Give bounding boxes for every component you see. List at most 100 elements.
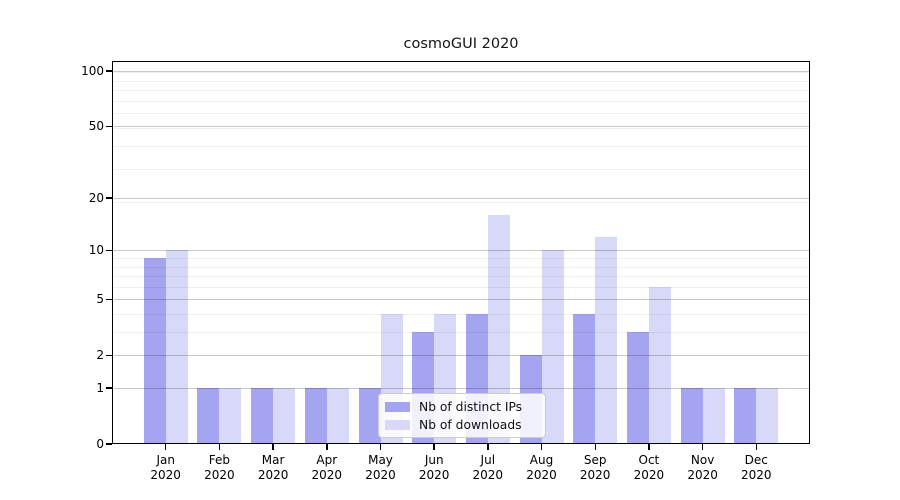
x-axis-tick	[379, 444, 382, 450]
legend-item: Nb of downloads	[385, 418, 539, 432]
gridline-minor	[112, 286, 810, 288]
gridline-minor	[112, 72, 810, 73]
y-axis-tick-label: 10	[88, 243, 104, 258]
x-axis-tick-label: Aug 2020	[512, 453, 572, 483]
x-axis-tick	[164, 444, 167, 450]
bar-downloads-oct	[648, 286, 671, 444]
legend-item: Nb of distinct IPs	[385, 400, 539, 414]
chart-title: cosmoGUI 2020	[403, 36, 519, 52]
x-axis-tick	[648, 444, 650, 450]
gridline-minor	[112, 332, 810, 333]
x-tick-month: May	[368, 453, 393, 467]
x-tick-year: 2020	[365, 468, 396, 482]
x-tick-month: Jan	[156, 453, 175, 467]
x-axis-tick	[540, 444, 543, 450]
bar-downloads-nov	[702, 388, 725, 444]
bar-ips-oct	[626, 332, 649, 444]
gridline-minor	[112, 100, 810, 102]
bar-ips-jan	[143, 258, 166, 444]
bar-downloads-jul	[487, 215, 510, 444]
x-tick-month: Sep	[583, 453, 607, 467]
bar-ips-dec	[734, 388, 757, 444]
x-tick-year: 2020	[687, 468, 718, 482]
gridline-minor	[112, 266, 810, 268]
y-axis-tick-label: 2	[96, 348, 104, 363]
y-axis-tick	[106, 298, 112, 300]
x-tick-year: 2020	[472, 468, 504, 482]
legend: Nb of distinct IPs Nb of downloads	[378, 393, 546, 438]
gridline-minor	[112, 146, 810, 147]
y-axis-tick-label: 5	[96, 292, 104, 307]
x-axis-tick	[701, 444, 704, 450]
x-tick-year: 2020	[311, 468, 343, 482]
x-axis-tick	[487, 444, 489, 450]
y-axis-tick	[106, 354, 112, 356]
x-axis-tick-label: Sep 2020	[565, 453, 625, 483]
x-tick-year: 2020	[633, 468, 665, 482]
y-axis-tick-label: 50	[88, 119, 104, 134]
gridline-minor	[112, 90, 810, 91]
x-tick-year: 2020	[418, 468, 450, 482]
y-axis-tick	[106, 443, 112, 445]
x-axis-tick-label: Apr 2020	[297, 453, 357, 483]
x-tick-month: Apr	[316, 453, 338, 467]
x-axis-tick-label: Nov 2020	[673, 453, 733, 483]
gridline-minor	[112, 314, 810, 315]
x-tick-month: Dec	[744, 453, 768, 467]
y-axis-tick	[106, 70, 112, 72]
y-axis-tick-label: 0	[96, 437, 104, 451]
x-tick-year: 2020	[579, 468, 611, 482]
gridline-minor	[112, 113, 810, 115]
gridline-major	[112, 198, 810, 200]
bar-ips-apr	[304, 388, 327, 444]
x-tick-month: Jul	[480, 453, 496, 467]
x-axis-tick	[594, 444, 596, 450]
gridline-major	[112, 299, 810, 301]
bar-ips-mar	[251, 388, 274, 444]
x-tick-month: Aug	[529, 453, 554, 467]
x-axis-tick	[218, 444, 221, 450]
gridline-minor	[112, 202, 810, 203]
x-axis-tick	[272, 444, 274, 450]
bar-ips-may	[358, 388, 381, 444]
bar-downloads-apr	[326, 388, 349, 444]
gridline-minor	[112, 80, 810, 82]
y-axis-tick	[106, 387, 112, 389]
x-tick-month: Feb	[208, 453, 231, 467]
x-axis-tick	[755, 444, 758, 450]
bar-downloads-jan	[165, 250, 188, 444]
bar-ips-feb	[197, 388, 220, 444]
x-axis-tick	[326, 444, 328, 450]
y-axis-tick-label: 100	[81, 64, 104, 79]
bar-downloads-mar	[273, 388, 296, 444]
x-axis-tick-label: Dec 2020	[726, 453, 786, 483]
y-axis-tick	[106, 197, 112, 199]
x-tick-year: 2020	[526, 468, 557, 482]
x-tick-month: Nov	[690, 453, 715, 467]
bar-ips-sep	[573, 314, 596, 444]
gridline-minor	[112, 169, 810, 171]
x-tick-year: 2020	[741, 468, 772, 482]
x-tick-month: Jun	[424, 453, 444, 467]
y-axis-tick-label: 20	[88, 191, 104, 206]
x-tick-year: 2020	[257, 468, 289, 482]
gridline-major	[112, 355, 810, 357]
gridline-major	[112, 71, 810, 73]
bar-ips-nov	[680, 388, 703, 444]
gridline-major	[112, 126, 810, 128]
x-axis-tick-label: Feb 2020	[189, 453, 249, 483]
legend-swatch	[385, 401, 410, 412]
y-axis-tick	[106, 125, 112, 128]
gridline-minor	[112, 128, 810, 129]
legend-label: Nb of distinct IPs	[419, 399, 523, 414]
x-tick-month: Mar	[261, 453, 285, 467]
x-axis-tick-label: Mar 2020	[243, 453, 303, 483]
x-axis-tick-label: Jun 2020	[404, 453, 464, 483]
y-axis-tick-label: 1	[96, 381, 104, 395]
x-tick-month: Oct	[638, 453, 660, 467]
gridline-major	[112, 250, 810, 252]
gridline-minor	[112, 258, 810, 259]
x-axis-tick-label: Jul 2020	[458, 453, 518, 483]
plot-area: Nb of distinct IPs Nb of downloads	[112, 61, 810, 444]
bar-downloads-sep	[595, 236, 618, 444]
